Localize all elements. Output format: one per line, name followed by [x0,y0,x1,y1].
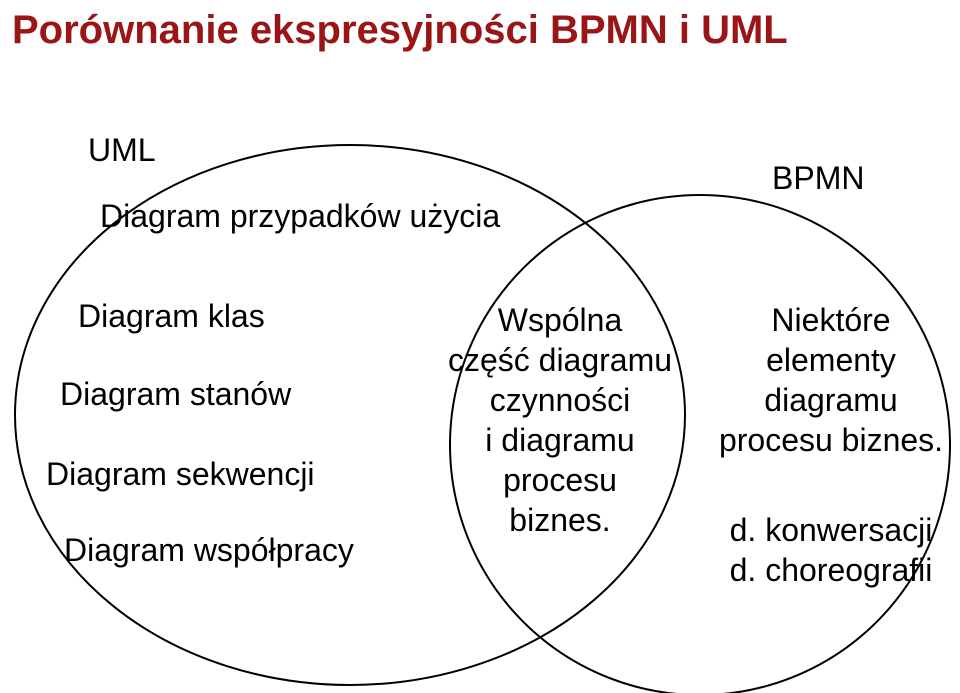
label-shared: Wspólnaczęść diagramuczynnościi diagramu… [430,300,690,540]
label-collab: Diagram współpracy [64,530,404,570]
label-bpmn-only: Niektóreelementydiagramuprocesu biznes. [706,300,956,460]
label-bpmn: BPMN [772,158,912,198]
label-classes: Diagram klas [78,296,338,336]
page-title: Porównanie ekspresyjności BPMN i UML [12,8,788,53]
label-uml: UML [88,130,188,170]
label-sequence: Diagram sekwencji [46,454,366,494]
label-states: Diagram stanów [60,374,360,414]
label-bpmn-only2: d. konwersacjid. choreografii [706,510,956,590]
label-usecase: Diagram przypadków użycia [100,196,540,236]
venn-canvas: Porównanie ekspresyjności BPMN i UML UML… [0,0,960,693]
